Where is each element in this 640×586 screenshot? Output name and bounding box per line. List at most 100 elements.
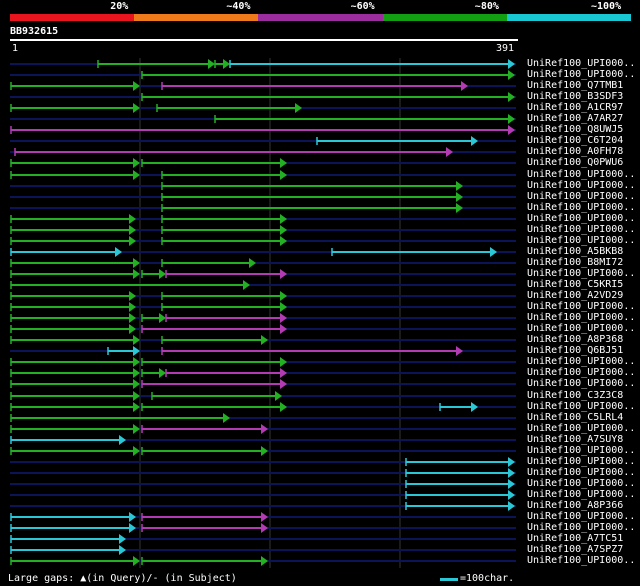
legend-color-4 [506,14,631,21]
hit-name-link[interactable]: UniRef100_UPI000.. [527,456,636,467]
hit-name-link[interactable]: UniRef100_UPI000.. [527,169,636,180]
hit-name-link[interactable]: UniRef100_UPI000.. [527,312,636,323]
hit-name-link[interactable]: UniRef100_UPI000.. [527,213,636,224]
segment-arrowhead [119,545,126,555]
hit-name-link[interactable]: UniRef100_Q6BJ51 [527,345,624,356]
legend-label-0: 20% [110,1,129,12]
scale-bar [440,578,458,581]
hit-name-link[interactable]: UniRef100_C3Z3C8 [527,390,624,401]
segment-arrowhead [261,523,268,533]
segment-arrowhead [280,402,287,412]
segment-arrowhead [261,424,268,434]
hit-name-link[interactable]: UniRef100_A7AR27 [527,113,624,124]
segment-arrowhead [261,512,268,522]
segment-arrowhead [133,402,140,412]
hit-name-link[interactable]: UniRef100_C5KRI5 [527,279,624,290]
segment-arrowhead [456,181,463,191]
hit-name-link[interactable]: UniRef100_A5BKB8 [527,246,624,257]
hit-name-link[interactable]: UniRef100_Q0PWU6 [527,157,624,168]
segment-arrowhead [129,523,136,533]
segment-arrowhead [508,490,515,500]
segment-arrowhead [280,368,287,378]
hit-name-link[interactable]: UniRef100_B3SDF3 [527,91,624,102]
segment-arrowhead [471,136,478,146]
hit-name-link[interactable]: UniRef100_UPI000.. [527,511,636,522]
hit-name-link[interactable]: UniRef100_UPI000.. [527,478,636,489]
hit-name-link[interactable]: UniRef100_UPI000.. [527,268,636,279]
hit-name-link[interactable]: UniRef100_A8P366 [527,500,624,511]
hit-name-link[interactable]: UniRef100_UPI000.. [527,401,636,412]
hit-name-link[interactable]: UniRef100_A7SUY8 [527,434,624,445]
hit-name-link[interactable]: UniRef100_UPI000.. [527,522,636,533]
hit-name-link[interactable]: UniRef100_UPI000.. [527,423,636,434]
segment-arrowhead [280,214,287,224]
segment-arrowhead [133,391,140,401]
hit-name-link[interactable]: UniRef100_UPI000.. [527,69,636,80]
segment-arrowhead [159,313,166,323]
hit-name-link[interactable]: UniRef100_UPI000.. [527,180,636,191]
hit-name-link[interactable]: UniRef100_A7SPZ7 [527,544,624,555]
segment-arrowhead [280,225,287,235]
segment-arrowhead [129,324,136,334]
query-ruler [10,39,518,41]
segment-arrowhead [129,512,136,522]
hit-name-link[interactable]: UniRef100_Q7TMB1 [527,80,624,91]
hit-name-link[interactable]: UniRef100_UPI000.. [527,467,636,478]
segment-arrowhead [159,368,166,378]
segment-arrowhead [490,247,497,257]
hit-name-link[interactable]: UniRef100_UPI000.. [527,555,636,566]
scale-note: =100char. [460,573,515,584]
hit-name-link[interactable]: UniRef100_UPI000.. [527,301,636,312]
large-gaps-note: Large gaps: ▲(in Query)/‐ (in Subject) [8,573,237,584]
hit-name-link[interactable]: UniRef100_UPI000.. [527,224,636,235]
segment-arrowhead [133,335,140,345]
hit-name-link[interactable]: UniRef100_UPI000.. [527,235,636,246]
segment-arrowhead [133,170,140,180]
segment-arrowhead [508,468,515,478]
segment-arrowhead [119,534,126,544]
segment-arrowhead [223,413,230,423]
segment-arrowhead [261,556,268,566]
segment-arrowhead [280,236,287,246]
hit-name-link[interactable]: UniRef100_A2VD29 [527,290,624,301]
segment-arrowhead [133,379,140,389]
hit-name-link[interactable]: UniRef100_UPI000.. [527,202,636,213]
segment-arrowhead [280,302,287,312]
segment-arrowhead [129,236,136,246]
hit-name-link[interactable]: UniRef100_B8MI72 [527,257,624,268]
hit-name-link[interactable]: UniRef100_UPI000.. [527,191,636,202]
segment-arrowhead [508,92,515,102]
legend-label-3: ~80% [474,1,499,12]
legend-label-1: ~40% [226,1,251,12]
segment-arrowhead [249,258,256,268]
query-start: 1 [12,43,19,54]
hit-name-link[interactable]: UniRef100_A7TC51 [527,533,624,544]
segment-arrowhead [133,346,140,356]
hit-name-link[interactable]: UniRef100_C6T204 [527,135,624,146]
segment-arrowhead [261,335,268,345]
hit-name-link[interactable]: UniRef100_UPI000.. [527,489,636,500]
segment-arrowhead [456,192,463,202]
query-name: BB932615 [10,26,59,37]
segment-arrowhead [456,346,463,356]
hit-name-link[interactable]: UniRef100_UPI000.. [527,356,636,367]
segment-arrowhead [280,324,287,334]
segment-arrowhead [133,258,140,268]
hit-name-link[interactable]: UniRef100_A8P368 [527,334,624,345]
hit-name-link[interactable]: UniRef100_UPI000.. [527,378,636,389]
legend-color-1 [134,14,259,21]
hit-name-link[interactable]: UniRef100_UPI000.. [527,58,636,69]
hit-name-link[interactable]: UniRef100_A1CR97 [527,102,624,113]
segment-arrowhead [508,70,515,80]
hit-name-link[interactable]: UniRef100_UPI000.. [527,445,636,456]
hit-name-link[interactable]: UniRef100_C5LRL4 [527,412,624,423]
segment-arrowhead [508,59,515,69]
segment-arrowhead [446,147,453,157]
identity-legend-bar: 20% ~40% ~60% ~80% ~100% [10,1,631,21]
hit-name-link[interactable]: UniRef100_UPI000.. [527,367,636,378]
segment-arrowhead [115,247,122,257]
hit-name-link[interactable]: UniRef100_A0FH78 [527,146,624,157]
hit-name-link[interactable]: UniRef100_UPI000.. [527,323,636,334]
hit-name-link[interactable]: UniRef100_Q8UWJ5 [527,124,624,135]
segment-arrowhead [243,280,250,290]
